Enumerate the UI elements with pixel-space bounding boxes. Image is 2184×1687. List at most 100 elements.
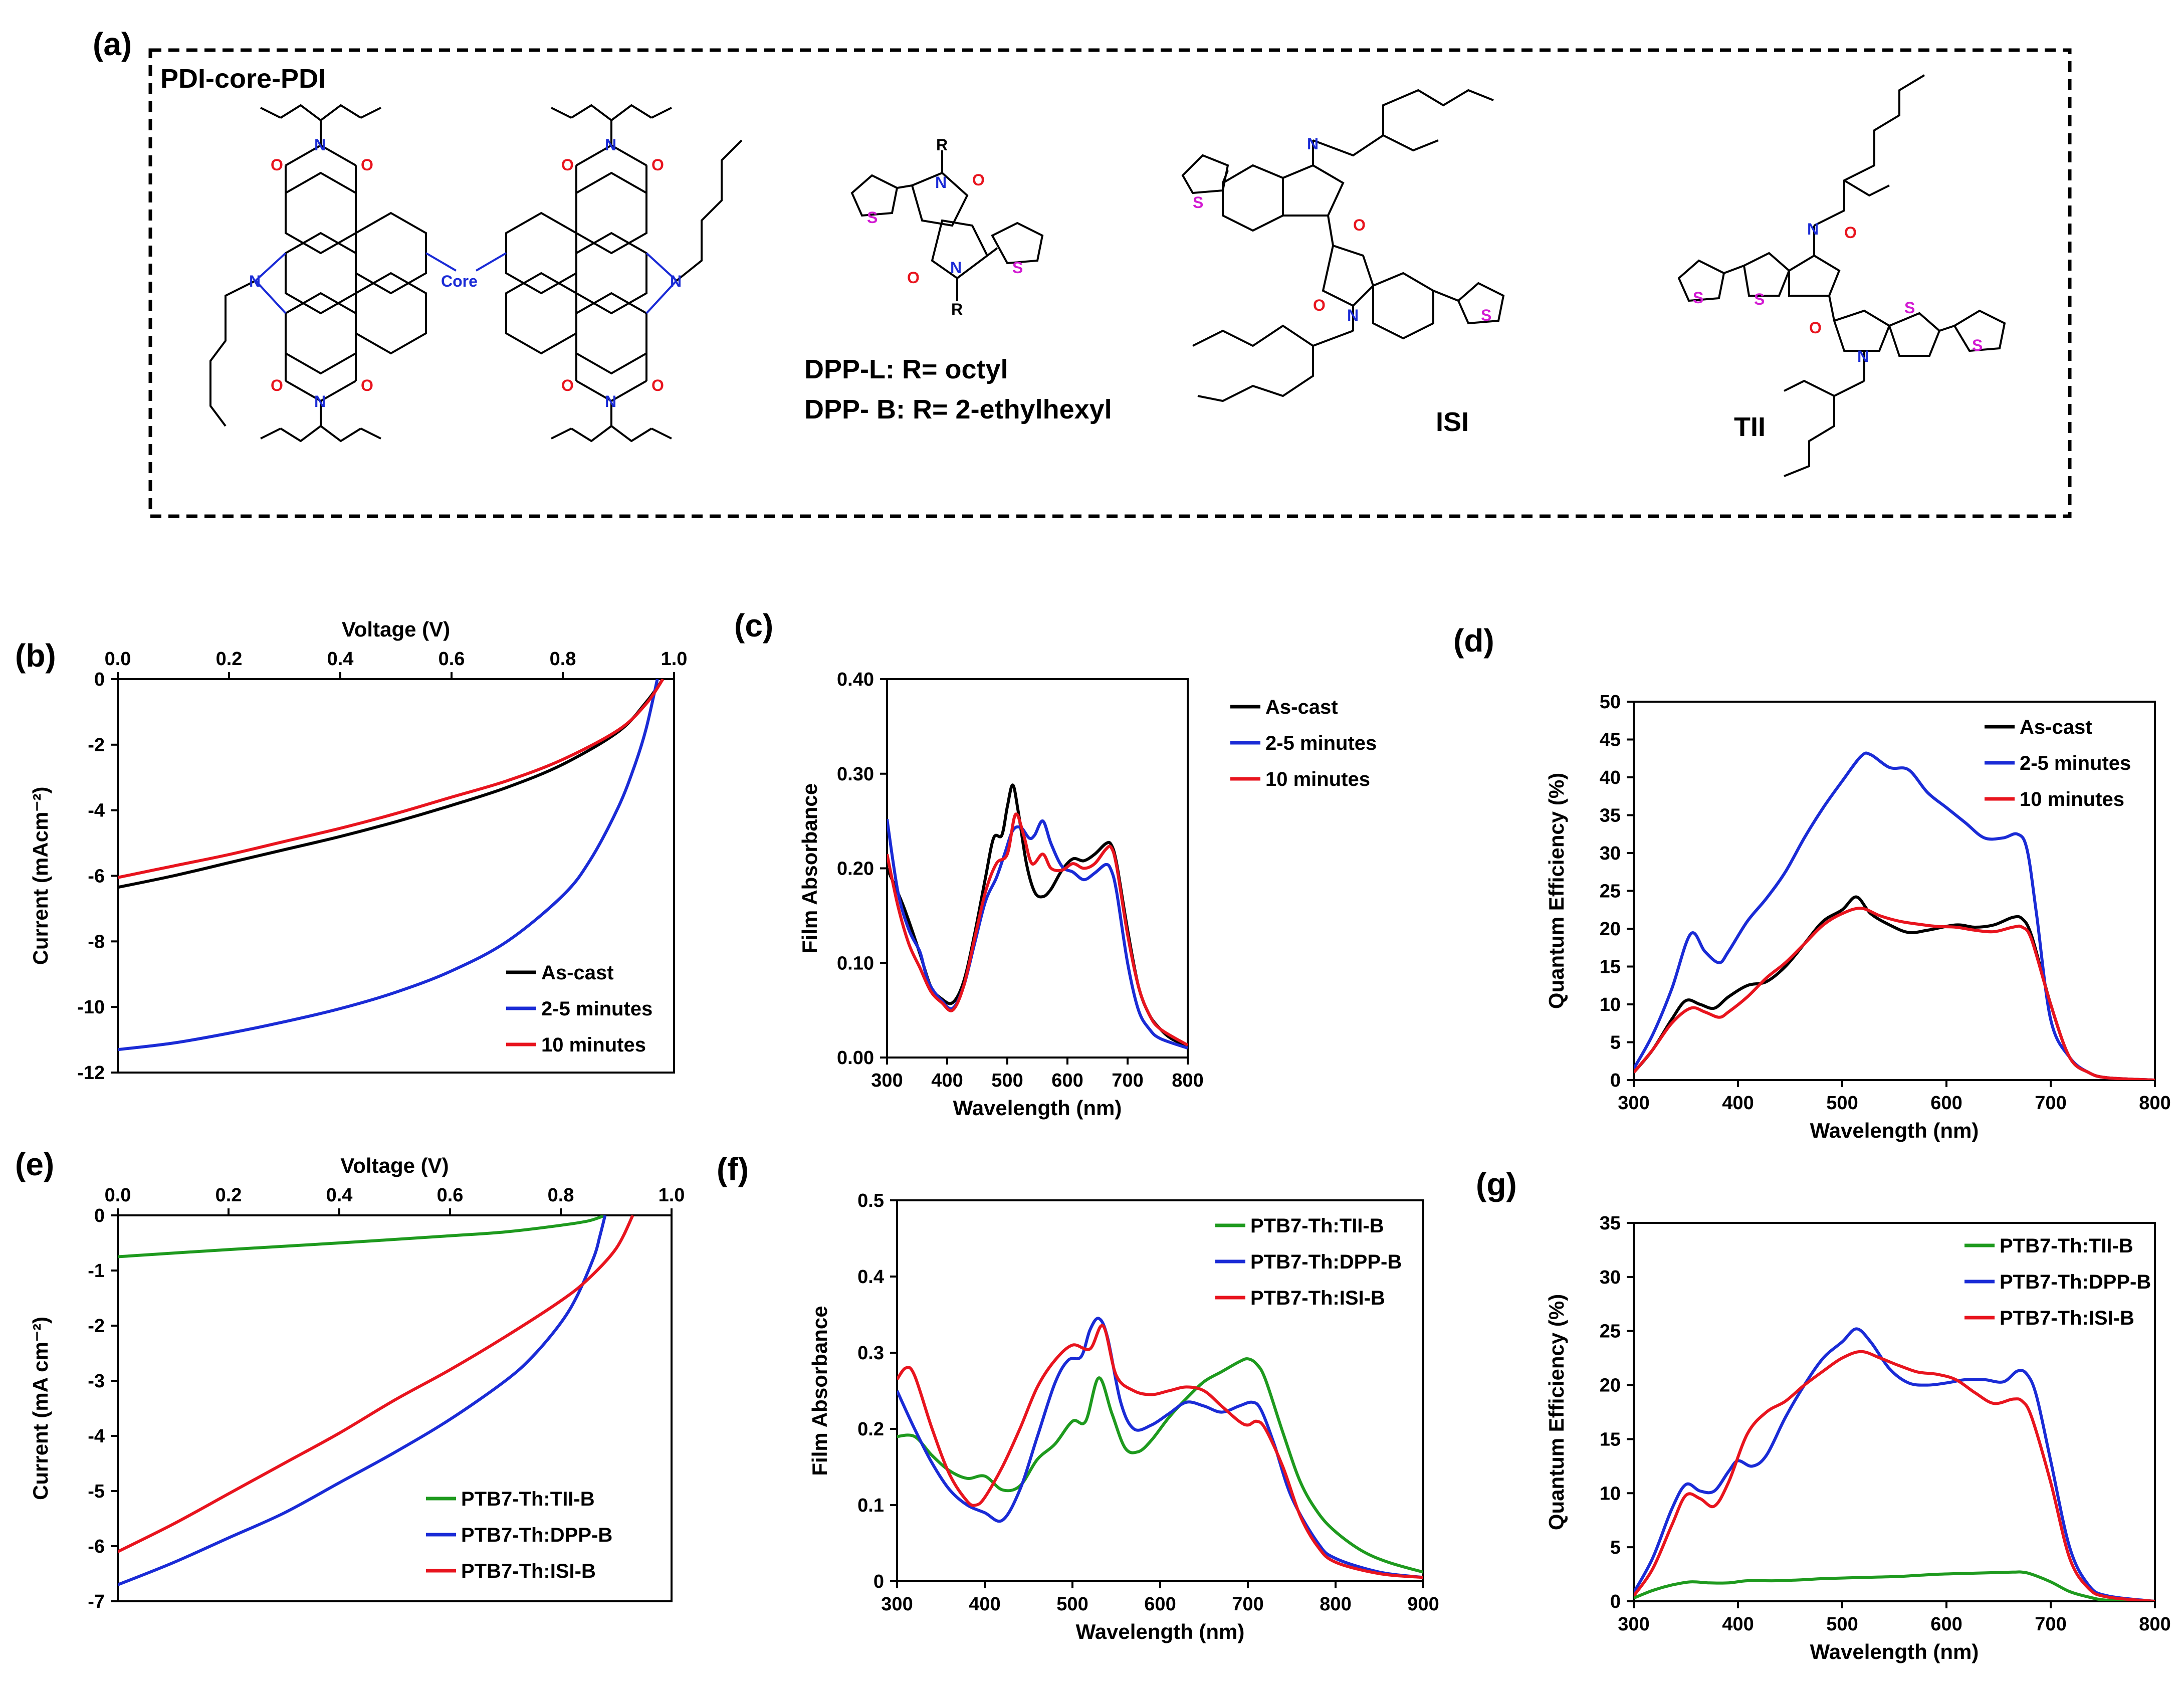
series-line-3 [1634, 1350, 2155, 1601]
atom-s: S [867, 208, 878, 227]
x-tick-label: 0.2 [216, 649, 243, 670]
x-tick-label: 400 [1722, 1614, 1754, 1635]
legend-label: PTB7-Th:ISI-B [1250, 1287, 1385, 1309]
x-axis-title: Wavelength (nm) [1076, 1620, 1245, 1643]
x-tick-label: 300 [1618, 1614, 1649, 1635]
y-tick-label: 0.1 [857, 1495, 884, 1516]
x-tick-label: 400 [969, 1594, 1000, 1615]
x-tick-label: 0.0 [105, 649, 131, 670]
y-tick-label: 30 [1600, 1267, 1621, 1288]
x-tick-label: 600 [1051, 1070, 1083, 1091]
atom-n: N [670, 272, 682, 290]
x-axis-title: Wavelength (nm) [1810, 1119, 1979, 1142]
plot-frame [1633, 1222, 2156, 1602]
y-axis-title: Current (mA cm⁻²) [29, 1317, 52, 1500]
y-tick-label: -4 [88, 800, 105, 821]
x-tick-label: 0.0 [105, 1185, 131, 1206]
y-tick-label: -6 [88, 1536, 105, 1557]
atom-s: S [1481, 306, 1491, 324]
series-line-2 [887, 818, 1188, 1049]
x-tick-label: 400 [931, 1070, 963, 1091]
atom-n: N [1307, 135, 1319, 153]
atom-o: O [271, 156, 283, 174]
y-axis-title: Film Absorbance [808, 1306, 831, 1475]
x-tick-label: 0.8 [548, 1185, 574, 1206]
legend-label: As-cast [2020, 716, 2092, 738]
panel-label-c: (c) [734, 607, 773, 644]
y-tick-label: 10 [1600, 1483, 1621, 1504]
x-tick-label: 500 [991, 1070, 1023, 1091]
x-tick-label: 700 [1232, 1594, 1263, 1615]
atom-n: N [1807, 220, 1819, 238]
x-tick-label: 0.6 [439, 649, 465, 670]
y-tick-label: -2 [88, 1316, 105, 1337]
y-tick-label: 0 [94, 1205, 105, 1226]
y-tick-label: 0.2 [857, 1419, 884, 1440]
pdi-right [475, 104, 743, 443]
y-tick-label: -4 [88, 1426, 105, 1447]
dpp-structure: N N R R O O S S [850, 136, 1044, 318]
x-axis-title: Voltage (V) [340, 1154, 449, 1177]
y-tick-label: 20 [1600, 919, 1621, 940]
atom-n: N [314, 392, 326, 410]
atom-n: N [249, 272, 261, 290]
tii-structure: N N O O S S S S [1677, 74, 2006, 477]
series-line-1 [897, 1357, 1423, 1574]
y-tick-label: 25 [1600, 881, 1621, 902]
series-line-2 [1634, 751, 2155, 1080]
isi-structure: N N O O S S [1181, 89, 1505, 402]
y-tick-label: 0 [94, 669, 105, 690]
y-tick-label: 0.10 [837, 953, 874, 974]
x-tick-label: 800 [2139, 1093, 2170, 1114]
x-tick-label: 300 [871, 1070, 903, 1091]
x-tick-label: 700 [1112, 1070, 1143, 1091]
x-tick-label: 400 [1722, 1093, 1754, 1114]
series-line-2 [1634, 1327, 2155, 1601]
y-tick-label: -12 [77, 1063, 105, 1084]
y-tick-label: -7 [88, 1591, 105, 1612]
x-tick-label: 500 [1056, 1594, 1088, 1615]
series-line-1 [118, 679, 665, 889]
y-tick-label: 35 [1600, 805, 1621, 826]
atom-o: O [1313, 296, 1326, 314]
y-tick-label: 0 [873, 1571, 884, 1592]
atom-o: O [1844, 224, 1857, 242]
structure-box-title: PDI-core-PDI [160, 64, 326, 94]
x-tick-label: 900 [1407, 1594, 1439, 1615]
x-tick-label: 700 [2035, 1614, 2066, 1635]
atom-o: O [561, 376, 574, 394]
atom-o: O [1353, 216, 1366, 234]
x-axis-title: Wavelength (nm) [1810, 1640, 1979, 1663]
y-tick-label: 35 [1600, 1213, 1621, 1234]
y-tick-label: 0.20 [837, 859, 874, 880]
atom-n: N [950, 259, 962, 277]
y-tick-label: 0.4 [857, 1267, 884, 1288]
isi-label: ISI [1436, 407, 1469, 437]
pdi-left [209, 104, 457, 443]
series-line-3 [118, 679, 665, 879]
y-tick-label: 0.5 [857, 1190, 884, 1211]
series-line-1 [118, 1215, 606, 1258]
atom-o: O [561, 156, 574, 174]
series-line-2 [118, 679, 659, 1051]
atom-s: S [1754, 290, 1765, 308]
x-tick-label: 600 [1144, 1594, 1176, 1615]
y-tick-label: -3 [88, 1371, 105, 1392]
y-tick-label: 0.30 [837, 764, 874, 785]
plot-frame [117, 1214, 673, 1602]
atom-n: N [1347, 306, 1359, 324]
y-tick-label: 40 [1600, 767, 1621, 788]
x-tick-label: 300 [1618, 1093, 1649, 1114]
y-tick-label: -10 [77, 997, 105, 1018]
x-tick-label: 0.6 [437, 1185, 464, 1206]
atom-n: N [935, 173, 947, 191]
atom-o: O [907, 269, 920, 287]
panel-label-a: (a) [93, 26, 132, 62]
pdi-core-pdi-structure: Core N N N N N N O O O O O O O O [209, 104, 743, 443]
atom-s: S [1904, 299, 1915, 317]
x-axis-title: Wavelength (nm) [953, 1096, 1122, 1120]
x-tick-label: 300 [881, 1594, 913, 1615]
atom-o: O [1809, 319, 1822, 337]
